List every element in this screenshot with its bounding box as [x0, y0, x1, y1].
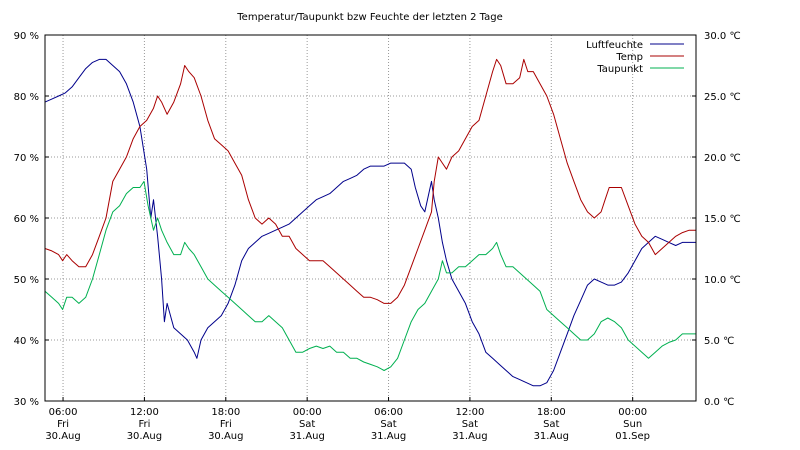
x-tick-date: 31.Aug [534, 431, 569, 442]
right-tick-label: 10.0 ℃ [704, 275, 741, 286]
right-tick-label: 5.0 ℃ [704, 336, 734, 347]
x-tick-date: 30.Aug [127, 431, 162, 442]
right-tick-label: 30.0 ℃ [704, 31, 741, 42]
x-tick-date: 30.Aug [208, 431, 243, 442]
left-tick-label: 30 % [14, 397, 39, 408]
x-tick-time: 00:00 [293, 407, 322, 418]
left-tick-label: 90 % [14, 31, 39, 42]
x-tick-date: 01.Sep [615, 431, 650, 442]
grid [45, 35, 696, 401]
right-tick-label: 0.0 ℃ [704, 397, 734, 408]
x-tick-day: Sat [380, 419, 396, 430]
x-tick-day: Sun [623, 419, 642, 430]
legend-label-luftfeuchte: Luftfeuchte [586, 40, 643, 51]
x-tick-time: 00:00 [618, 407, 647, 418]
x-tick-day: Sat [462, 419, 478, 430]
series-line-temp [44, 58, 696, 304]
x-tick-day: Sat [299, 419, 315, 430]
series-lines [44, 58, 696, 387]
left-tick-label: 50 % [14, 275, 39, 286]
series-line-taupunkt [44, 180, 696, 371]
x-tick-day: Fri [220, 419, 232, 430]
left-tick-label: 40 % [14, 336, 39, 347]
left-axis: 30 % 40 % 50 % 60 % 70 % 80 % 90 % [14, 31, 49, 408]
x-axis: 06:00Fri30.Aug12:00Fri30.Aug18:00Fri30.A… [45, 397, 650, 442]
left-tick-label: 70 % [14, 153, 39, 164]
x-tick-date: 31.Aug [452, 431, 487, 442]
x-tick-time: 18:00 [537, 407, 566, 418]
left-tick-label: 80 % [14, 92, 39, 103]
left-tick-label: 60 % [14, 214, 39, 225]
chart-title: Temperatur/Taupunkt bzw Feuchte der letz… [236, 12, 502, 23]
right-tick-label: 20.0 ℃ [704, 153, 741, 164]
x-tick-day: Sat [543, 419, 559, 430]
x-tick-date: 31.Aug [371, 431, 406, 442]
x-tick-time: 06:00 [49, 407, 78, 418]
x-tick-day: Fri [57, 419, 69, 430]
series-line-luftfeuchte [44, 58, 696, 387]
x-tick-day: Fri [138, 419, 150, 430]
x-tick-date: 31.Aug [289, 431, 324, 442]
x-tick-time: 12:00 [130, 407, 159, 418]
x-tick-date: 30.Aug [45, 431, 80, 442]
legend-label-temp: Temp [615, 52, 643, 63]
plot-frame [44, 34, 697, 402]
x-tick-time: 06:00 [374, 407, 403, 418]
right-tick-label: 25.0 ℃ [704, 92, 741, 103]
legend-label-taupunkt: Taupunkt [596, 64, 643, 75]
right-axis: 0.0 ℃ 5.0 ℃ 10.0 ℃ 15.0 ℃ 20.0 ℃ 25.0 ℃ 30.0 ℃ [692, 31, 741, 408]
x-tick-time: 12:00 [455, 407, 484, 418]
x-tick-time: 18:00 [211, 407, 240, 418]
right-tick-label: 15.0 ℃ [704, 214, 741, 225]
